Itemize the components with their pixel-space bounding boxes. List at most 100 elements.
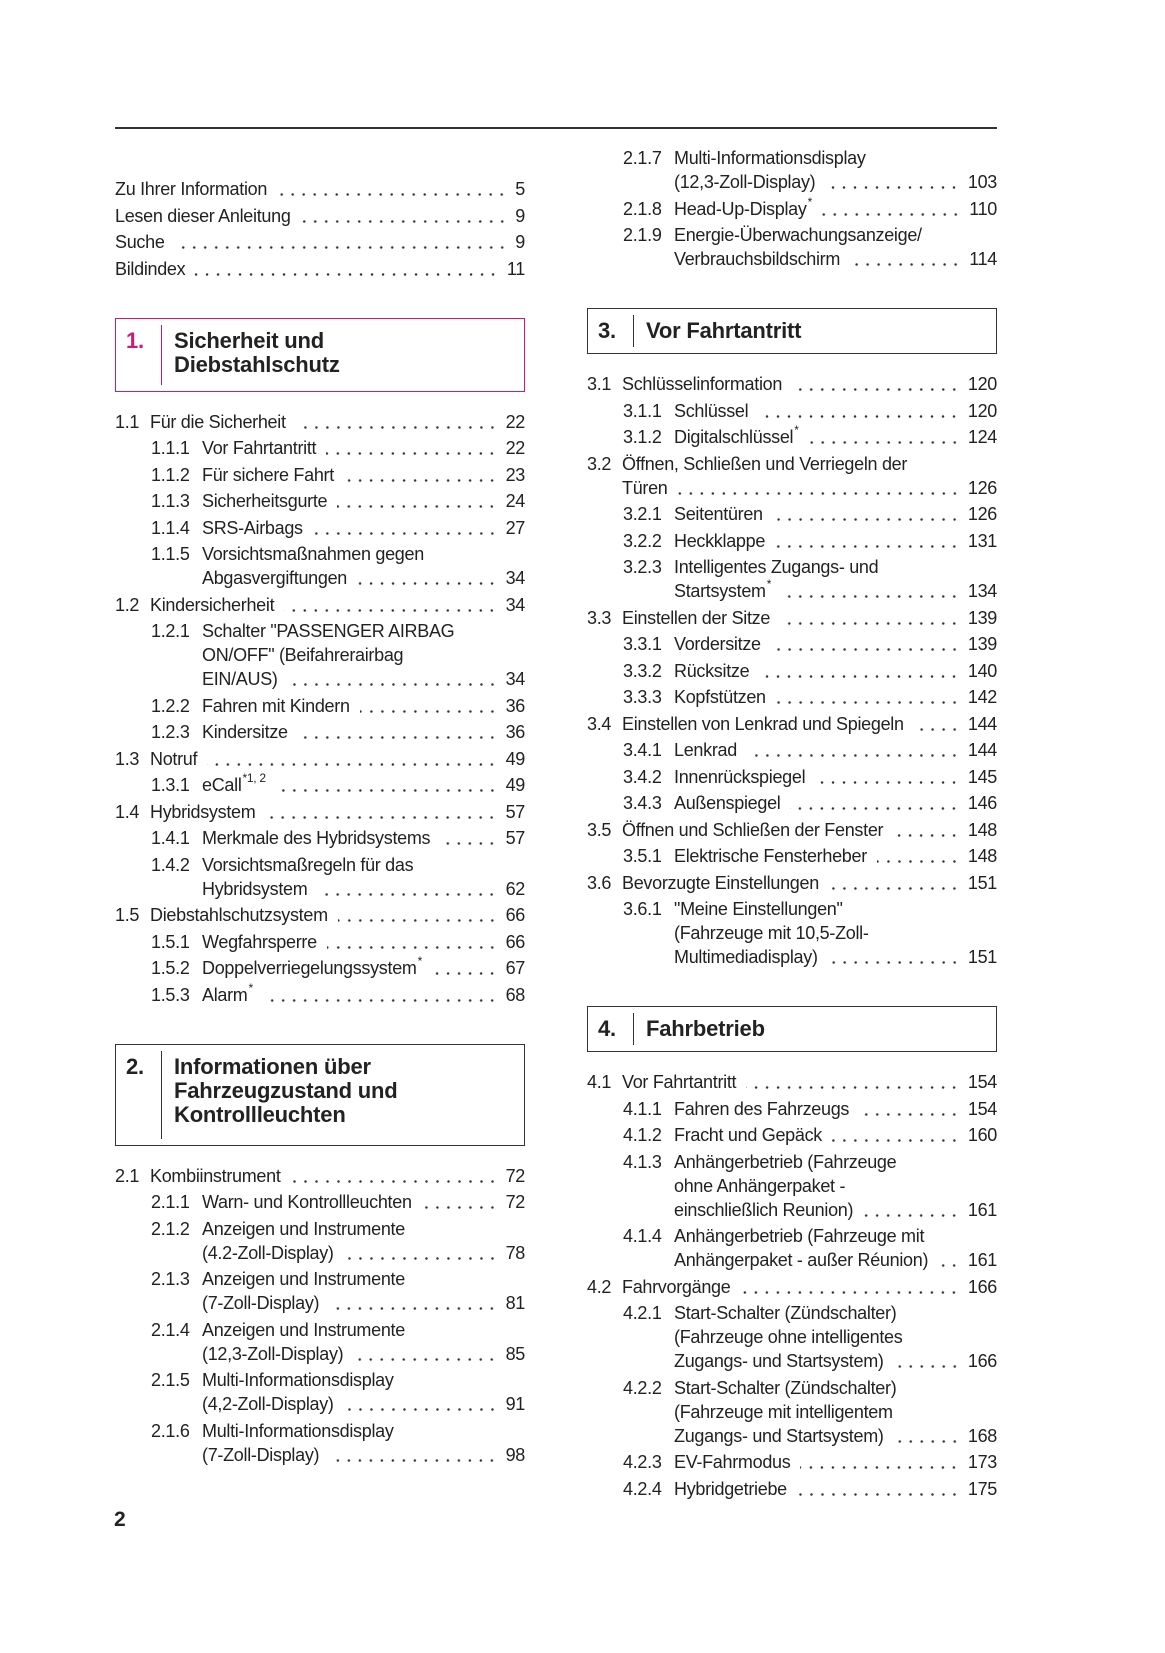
entry-row: Lesen dieser Anleitung 9 — [115, 204, 525, 228]
entry-text: (12,3-Zoll-Display) — [202, 1343, 344, 1364]
entry-number: 3.3.3 — [623, 687, 662, 707]
entry-row: Zugangs- und Startsystem) 168 — [674, 1424, 997, 1448]
entry-row: Seitentüren 126 — [674, 502, 997, 526]
page-ref: 139 — [967, 607, 997, 628]
section-number: 4. — [598, 1016, 616, 1041]
entry-row: EIN/AUS) 34 — [202, 667, 525, 691]
entry-text: Anzeigen und Instrumente — [202, 1218, 405, 1239]
entry-text: Lenkrad — [674, 740, 737, 760]
entry-text: Öffnen, Schließen und Verriegeln der — [622, 453, 908, 474]
entry-number: 1.4.1 — [151, 828, 190, 848]
entry-text: Rücksitze — [674, 660, 750, 681]
page-ref: 24 — [505, 491, 526, 511]
page-ref: 5 — [515, 179, 525, 199]
entry-text: einschließlich Reunion) — [674, 1199, 854, 1220]
entry-text: Intelligentes Zugangs- und — [674, 557, 879, 577]
section-title: Fahrzeugzustand und — [174, 1077, 398, 1103]
entry-number: 1.1.4 — [151, 517, 190, 538]
entry-number: 4.1.2 — [623, 1125, 662, 1145]
dot-leader — [357, 582, 498, 585]
section-box: 4. Fahrbetrieb — [587, 1006, 997, 1052]
footnote-mark: * — [248, 980, 254, 995]
entry-text: Alarm — [202, 984, 248, 1005]
page-ref: 103 — [967, 172, 997, 192]
entry-text: Hybridsystem — [202, 878, 308, 899]
entry-text: (7-Zoll-Display) — [202, 1444, 320, 1465]
section-number: 2. — [126, 1053, 144, 1079]
page-number: 2 — [114, 1508, 126, 1531]
dot-leader — [359, 709, 498, 713]
entry-row: Anhängerpaket - außer Réunion) 161 — [674, 1248, 997, 1272]
entry-number: 1.1.1 — [151, 438, 190, 458]
dot-leader — [207, 762, 498, 766]
section-divider — [161, 1050, 162, 1139]
dot-leader — [343, 478, 498, 482]
page-ref: 85 — [505, 1343, 526, 1364]
entry-text: Fracht und Gepäck — [674, 1125, 822, 1145]
dot-leader — [772, 518, 960, 521]
dot-leader — [300, 219, 508, 223]
dot-leader — [277, 193, 508, 196]
entry-number: 1.1.3 — [151, 491, 190, 511]
entry-row: Head-Up-Display * 110 — [674, 195, 997, 221]
entry-row: Kopfstützen 142 — [674, 685, 997, 709]
page-ref: 62 — [505, 878, 526, 899]
entry-text: Vor Fahrtantritt — [622, 1072, 737, 1092]
entry-number: 1.4 — [115, 801, 140, 822]
entry-text: Hybridsystem — [150, 801, 256, 822]
page-ref: 49 — [505, 748, 526, 769]
dot-leader — [770, 648, 960, 651]
entry-text: "Meine Einstellungen" — [674, 899, 843, 919]
dot-leader — [421, 1206, 498, 1209]
top-rule — [115, 127, 997, 129]
entry-text: Elektrische Fensterheber — [674, 846, 867, 866]
entry-row: Startsystem * 134 — [674, 577, 997, 603]
entry-text: eCall — [202, 775, 242, 795]
entry-row: Für die Sicherheit 22 — [150, 410, 525, 434]
dot-leader — [893, 1439, 960, 1443]
entry-number: 3.3.1 — [623, 634, 662, 654]
page-ref: 166 — [967, 1276, 997, 1297]
entry-row: Abgasvergiftungen 34 — [202, 566, 525, 590]
entry-text: Notruf — [150, 748, 198, 769]
entry-text: Kombiinstrument — [150, 1165, 281, 1186]
entry-row: Zu Ihrer Information 5 — [115, 177, 525, 201]
dot-leader — [828, 886, 960, 890]
entry-text: ohne Anhängerpaket - — [674, 1175, 846, 1196]
entry-text: Doppelverriegelungssystem — [202, 958, 417, 978]
entry-number: 3.3 — [587, 607, 612, 628]
entry-text: (Fahrzeuge ohne intelligentes — [674, 1327, 903, 1347]
entry-text: Multi-Informationsdisplay — [674, 148, 866, 168]
dot-leader — [759, 674, 960, 678]
entry-row: Doppelverriegelungssystem * 67 — [202, 954, 525, 980]
entry-number: 4.2.3 — [623, 1452, 662, 1472]
entry-number: 2.1.2 — [151, 1218, 190, 1239]
page-ref: 91 — [505, 1394, 526, 1414]
entry-row: Einstellen von Lenkrad und Spiegeln 144 — [622, 712, 997, 736]
entry-number: 4.2.4 — [623, 1478, 662, 1499]
dot-leader — [775, 701, 960, 704]
entry-number: 2.1.1 — [151, 1192, 190, 1212]
page-ref: 66 — [505, 931, 526, 952]
page-ref: 151 — [967, 947, 997, 967]
dot-leader — [893, 833, 960, 837]
page-ref: 144 — [967, 740, 997, 760]
entry-text: Zugangs- und Startsystem) — [674, 1425, 884, 1446]
page-ref: 36 — [505, 695, 526, 716]
entry-row: (12,3-Zoll-Display) 85 — [202, 1342, 525, 1366]
entry-number: 1.2.3 — [151, 722, 190, 742]
page-ref: 36 — [505, 722, 526, 742]
page-ref: 151 — [967, 872, 997, 893]
dot-leader — [827, 961, 960, 964]
entry-number: 3.4.2 — [623, 766, 662, 787]
page-ref: 142 — [967, 687, 997, 707]
entry-row: Suche 9 — [115, 230, 525, 254]
entry-text: Sicherheitsgurte — [202, 491, 328, 511]
entry-text: Energie-Überwachungsanzeige/ — [674, 225, 922, 245]
entry-row: Merkmale des Hybridsystems 57 — [202, 826, 525, 850]
page-ref: 173 — [967, 1452, 997, 1472]
entry-text: Start-Schalter (Zündschalter) — [674, 1377, 897, 1398]
entry-number: 1.5 — [115, 905, 140, 925]
entry-text: Anhängerbetrieb (Fahrzeuge — [674, 1151, 897, 1172]
entry-number: 3.4.1 — [623, 740, 662, 760]
